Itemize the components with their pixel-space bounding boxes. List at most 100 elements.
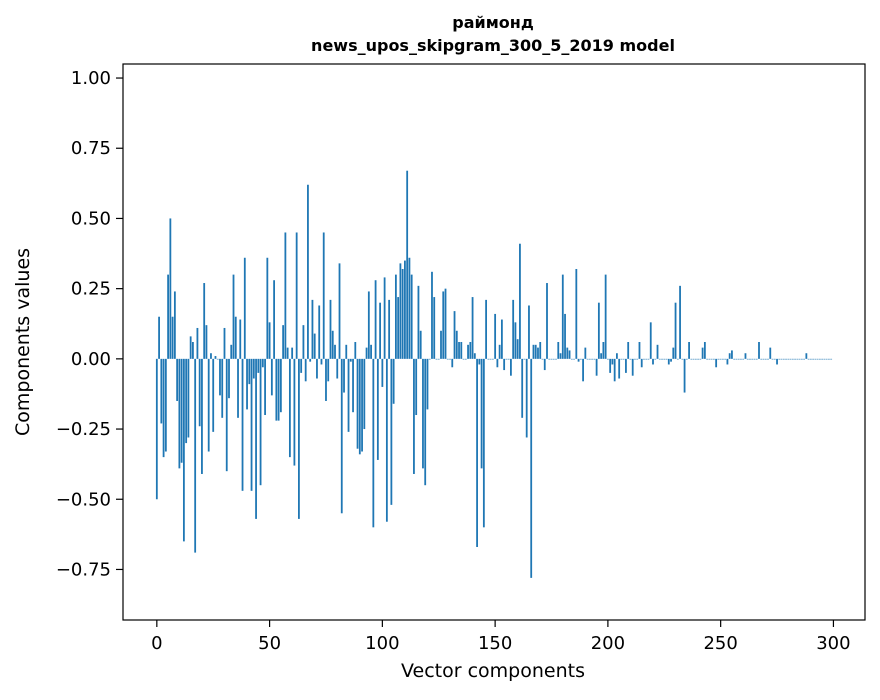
bar	[643, 358, 645, 360]
bar	[552, 358, 555, 360]
bar	[460, 342, 463, 359]
bar	[787, 358, 790, 360]
bar	[318, 305, 321, 359]
bar	[268, 322, 271, 359]
bar	[674, 302, 677, 359]
bar	[663, 358, 666, 360]
bar	[555, 358, 557, 360]
bar	[496, 358, 499, 368]
bar	[363, 358, 366, 430]
bar	[381, 358, 384, 387]
bar	[162, 358, 165, 458]
bar	[266, 257, 269, 359]
bar	[340, 358, 343, 514]
bar	[690, 358, 693, 360]
y-tick-label: 0.50	[71, 208, 111, 229]
bar	[307, 184, 309, 359]
bar	[243, 257, 246, 359]
bar	[388, 299, 391, 359]
bar-series	[155, 170, 833, 578]
bar	[187, 358, 190, 438]
bar	[625, 358, 627, 373]
bar	[629, 358, 632, 360]
x-tick-label: 150	[478, 633, 512, 654]
bar	[390, 358, 393, 505]
bar	[500, 319, 503, 359]
bar	[708, 358, 711, 360]
bar	[530, 358, 533, 578]
bar	[370, 344, 372, 359]
bar	[604, 274, 607, 359]
bar	[717, 358, 720, 360]
bar	[288, 358, 291, 458]
bar	[198, 358, 201, 427]
bar	[327, 358, 330, 382]
bar	[225, 358, 228, 472]
bar	[487, 358, 490, 360]
bar	[385, 358, 388, 522]
bar	[185, 358, 188, 444]
bar	[422, 358, 424, 469]
bar	[293, 358, 296, 466]
bar	[703, 342, 706, 359]
bar	[814, 358, 817, 360]
bar	[345, 344, 348, 359]
bar	[579, 358, 582, 360]
y-axis-label: Components values	[12, 248, 34, 436]
y-tick-label: 0.00	[71, 349, 111, 370]
bar	[250, 358, 253, 491]
bar	[602, 342, 605, 359]
bar	[207, 358, 210, 452]
bar	[237, 358, 239, 418]
bar	[805, 353, 808, 359]
bar	[828, 358, 830, 360]
bar	[692, 358, 695, 360]
bar	[239, 319, 242, 359]
bar	[309, 358, 312, 362]
bar	[223, 327, 226, 359]
bar	[654, 358, 657, 360]
bar	[631, 358, 634, 376]
bar	[584, 347, 587, 359]
bar	[435, 358, 438, 360]
bar	[807, 358, 810, 360]
bar	[194, 358, 197, 553]
bar	[514, 322, 517, 359]
bar	[652, 358, 654, 365]
bar	[169, 218, 172, 359]
bar	[570, 358, 573, 360]
bar	[216, 358, 219, 360]
bar	[719, 358, 722, 360]
bar	[234, 316, 237, 359]
bar	[367, 291, 370, 359]
bar	[347, 358, 350, 432]
bar	[593, 358, 596, 360]
bar	[577, 358, 580, 362]
bar	[275, 358, 278, 421]
bar	[284, 232, 287, 359]
bar	[302, 325, 305, 359]
bar	[740, 358, 742, 360]
bar	[751, 358, 754, 360]
bar	[798, 358, 801, 360]
bar	[219, 358, 221, 396]
bar	[548, 358, 551, 360]
bar	[261, 358, 264, 368]
bar	[491, 358, 494, 360]
bar	[196, 327, 199, 359]
bar	[404, 260, 406, 359]
bar	[440, 330, 442, 359]
bar	[273, 280, 275, 359]
bar	[715, 358, 718, 368]
bar	[591, 358, 593, 360]
y-tick-label: −0.25	[56, 419, 111, 440]
bar	[550, 358, 553, 360]
bar	[444, 288, 447, 359]
bar	[634, 358, 636, 360]
bar	[397, 297, 400, 359]
bar	[300, 358, 303, 373]
bar	[331, 330, 334, 359]
bar	[742, 358, 745, 360]
bar	[575, 268, 578, 359]
